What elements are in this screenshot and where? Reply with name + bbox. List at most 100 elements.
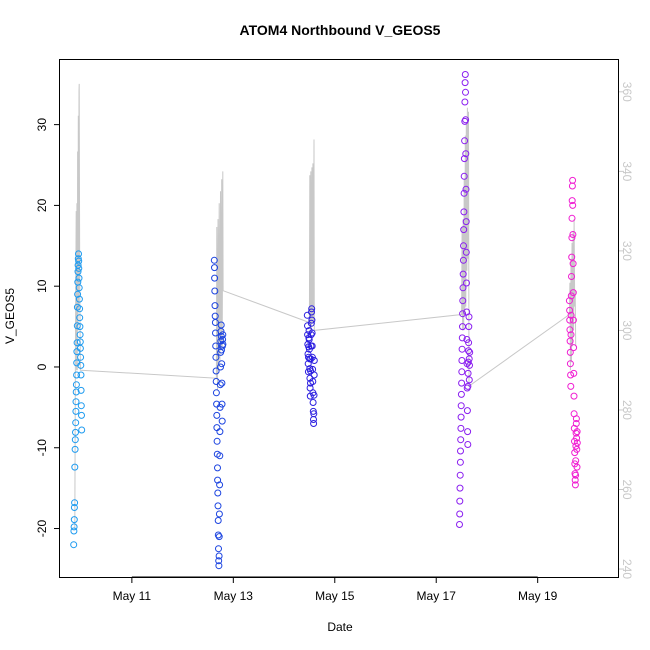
data-point-s3-0 — [456, 521, 463, 528]
data-point-s3-24 — [460, 226, 468, 234]
data-point-s4-6 — [566, 360, 574, 368]
data-point-s0-35 — [76, 331, 84, 339]
data-point-s0-5 — [71, 499, 79, 507]
data-point-s3-21 — [459, 270, 467, 278]
data-point-s4-38 — [572, 429, 580, 437]
data-point-s2-19 — [307, 367, 315, 375]
data-point-s0-1 — [70, 527, 78, 535]
data-point-s3-19 — [459, 297, 467, 305]
data-point-s0-14 — [72, 381, 80, 389]
data-point-s0-21 — [74, 290, 82, 298]
data-point-s3-39 — [462, 248, 470, 256]
y-right-tick-label-3: 300 — [620, 320, 634, 340]
data-point-s1-6 — [211, 319, 219, 326]
data-point-s1-0 — [210, 256, 218, 264]
data-point-s3-55 — [465, 355, 473, 363]
data-point-s3-52 — [465, 339, 473, 347]
x-tick-label-4: May 19 — [518, 589, 558, 603]
data-point-s4-26 — [570, 392, 578, 400]
data-points-layer — [70, 71, 581, 570]
data-point-s3-45 — [463, 407, 471, 415]
y-axis-label: V_GEOS5 — [3, 288, 17, 344]
data-point-s3-23 — [460, 242, 467, 250]
data-point-s4-12 — [568, 273, 575, 280]
data-point-s0-15 — [73, 371, 81, 379]
data-point-s1-26 — [215, 562, 223, 570]
data-point-s1-12 — [212, 389, 220, 397]
y-right-tick-label-1: 260 — [620, 479, 634, 499]
data-point-s0-30 — [75, 284, 83, 292]
data-point-s0-3 — [70, 516, 78, 524]
y-tick-label-1: -10 — [35, 439, 49, 457]
data-point-s1-48 — [219, 331, 227, 339]
y-right-tick-label-6: 360 — [620, 82, 634, 102]
data-point-s2-39 — [310, 371, 318, 379]
data-point-s0-32 — [76, 305, 84, 313]
data-point-s0-0 — [70, 541, 78, 549]
data-point-s0-38 — [77, 353, 85, 361]
data-point-s4-40 — [572, 415, 580, 423]
data-point-s1-34 — [216, 381, 224, 389]
data-point-s3-27 — [460, 172, 468, 180]
data-point-s3-22 — [459, 256, 467, 264]
data-point-s4-8 — [567, 382, 575, 390]
y-tick-label-5: 30 — [35, 118, 49, 132]
data-point-s3-1 — [456, 510, 464, 518]
data-point-s3-57 — [466, 361, 473, 369]
data-point-s0-20 — [73, 303, 81, 311]
data-point-s4-18 — [569, 176, 577, 184]
data-point-s1-32 — [216, 428, 224, 436]
data-point-s3-54 — [465, 313, 473, 321]
data-point-s2-40 — [310, 357, 318, 364]
y-tick-label-2: 0 — [35, 363, 49, 370]
y-right-tick-label-4: 320 — [620, 241, 634, 261]
data-point-s3-51 — [465, 347, 472, 355]
data-point-s2-36 — [310, 420, 318, 427]
x-tick-label-2: May 15 — [315, 589, 355, 603]
data-point-s3-6 — [457, 447, 464, 455]
y-right-tick-label-5: 340 — [620, 161, 634, 181]
data-point-s4-36 — [572, 457, 580, 465]
data-point-s1-40 — [217, 332, 225, 340]
data-point-s1-25 — [215, 557, 223, 565]
data-point-s2-24 — [308, 308, 315, 316]
data-point-s2-23 — [307, 319, 315, 327]
data-point-s2-25 — [308, 305, 316, 313]
chart-title: ATOM4 Northbound V_GEOS5 — [240, 22, 441, 38]
data-point-s1-49 — [219, 340, 227, 348]
data-point-s0-4 — [70, 504, 78, 511]
data-point-s0-28 — [75, 264, 83, 272]
data-point-s0-40 — [77, 371, 85, 379]
data-point-s0-13 — [72, 388, 80, 396]
data-point-s4-2 — [566, 316, 574, 324]
data-point-s3-3 — [456, 484, 464, 492]
data-point-s0-12 — [72, 398, 80, 406]
data-point-s4-21 — [569, 260, 577, 268]
y-tick-label-3: 10 — [35, 279, 49, 293]
data-point-s2-37 — [310, 410, 318, 418]
data-point-s0-26 — [75, 250, 82, 258]
data-point-s3-7 — [457, 436, 465, 444]
data-point-s2-2 — [304, 331, 312, 339]
data-point-s3-12 — [458, 379, 466, 387]
data-point-s2-20 — [307, 355, 315, 363]
y-tick-label-0: -20 — [35, 520, 49, 538]
data-point-s4-14 — [568, 234, 576, 242]
data-point-s3-26 — [460, 189, 468, 197]
data-point-s0-33 — [76, 314, 84, 322]
data-point-s0-25 — [74, 255, 82, 263]
data-point-s0-24 — [74, 261, 82, 269]
data-point-s3-11 — [457, 390, 465, 398]
data-point-s3-14 — [458, 357, 466, 364]
data-point-s4-0 — [565, 297, 573, 305]
y-right-tick-label-2: 280 — [620, 400, 634, 420]
data-point-s4-1 — [566, 306, 574, 314]
data-point-s3-9 — [457, 413, 465, 421]
data-point-s3-49 — [464, 369, 472, 377]
data-point-s1-20 — [214, 489, 222, 497]
y-right-tick-label-0: 240 — [620, 559, 634, 579]
data-point-s4-9 — [567, 331, 575, 339]
data-point-s0-11 — [72, 407, 80, 415]
data-point-s3-53 — [465, 323, 473, 331]
